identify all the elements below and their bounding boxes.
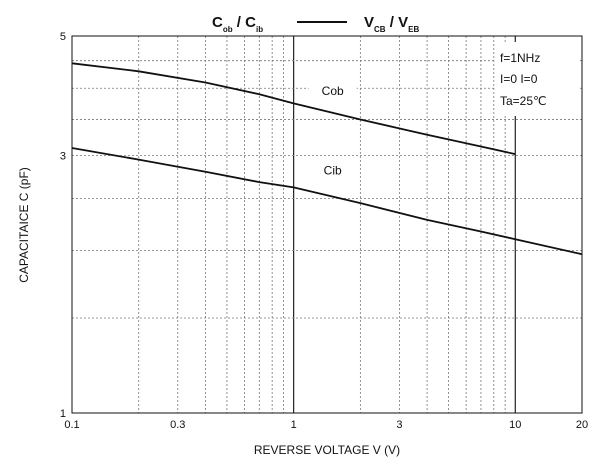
y-tick-label: 1	[60, 408, 66, 420]
curve-label-bg	[308, 83, 357, 100]
title-right: VCB / VEB	[364, 14, 419, 34]
title-left-main2: C	[245, 14, 256, 31]
chart-title: Cob / Cib VCB / VEB	[212, 14, 419, 34]
conditions-box: f=1NHz I=0 I=0 Ta=25℃	[495, 42, 579, 116]
x-tick-label: 0.1	[64, 419, 79, 431]
y-tick-labels: 1 3 5	[60, 31, 66, 420]
y-axis-label: CAPACITAICE C (pF)	[17, 167, 31, 283]
plot-frame	[71, 35, 583, 414]
series-line-cib	[71, 147, 583, 256]
y-tick-label: 5	[60, 31, 66, 43]
x-tick-label: 20	[576, 419, 588, 431]
x-tick-label: 0.3	[170, 419, 185, 431]
title-left-sep: /	[233, 14, 246, 31]
x-axis-label: REVERSE VOLTAGE V (V)	[254, 443, 400, 457]
title-left: Cob / Cib	[212, 14, 263, 34]
x-tick-label: 10	[509, 419, 521, 431]
curve-label-cob: Cob	[322, 84, 344, 98]
x-tick-labels: 0.1 0.3 1 3 10 20	[64, 419, 588, 431]
curve-label-bg	[308, 162, 357, 179]
y-tick-label: 3	[60, 151, 66, 163]
curve-labels: Cob Cib	[308, 83, 357, 179]
title-left-sub1: ob	[223, 25, 233, 34]
curves	[71, 62, 583, 256]
title-right-main1: V	[364, 14, 374, 31]
condition-bias: I=0 I=0	[500, 72, 538, 86]
condition-freq: f=1NHz	[500, 51, 540, 65]
title-right-sep: /	[386, 14, 399, 31]
x-tick-label: 1	[291, 419, 297, 431]
title-left-main1: C	[212, 14, 223, 31]
curve-label-cib: Cib	[324, 163, 342, 177]
title-right-sub2: EB	[408, 25, 419, 34]
title-right-sub1: CB	[374, 25, 386, 34]
title-right-main2: V	[398, 14, 408, 31]
title-left-sub2: ib	[256, 25, 263, 34]
condition-temp: Ta=25℃	[500, 94, 547, 108]
x-tick-label: 3	[396, 419, 402, 431]
series-line-cob	[71, 62, 516, 155]
